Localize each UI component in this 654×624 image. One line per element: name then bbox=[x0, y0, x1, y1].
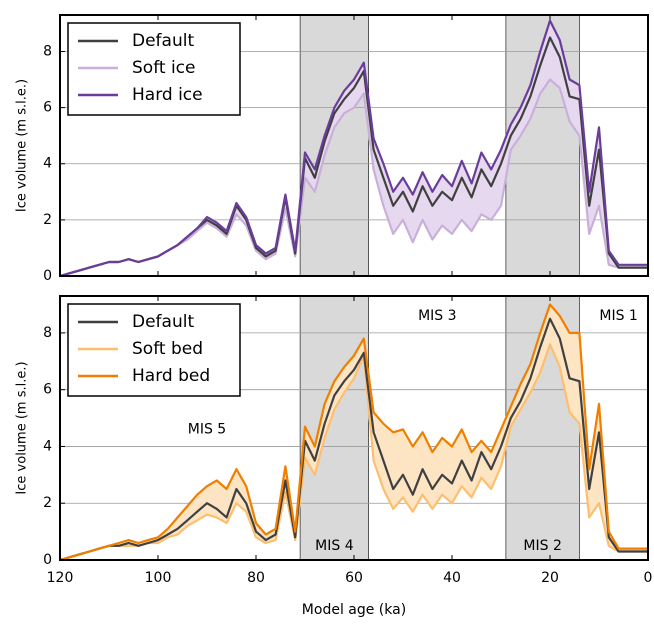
legend-label: Default bbox=[132, 312, 194, 332]
y-tick-label: 6 bbox=[43, 100, 52, 116]
plot-frame bbox=[59, 14, 649, 277]
x-axis-label: Model age (ka) bbox=[302, 602, 406, 618]
x-tick-label: 60 bbox=[345, 570, 363, 586]
y-tick-label: 8 bbox=[43, 325, 52, 341]
y-tick-label: 0 bbox=[43, 268, 52, 284]
annotation: MIS 3 bbox=[418, 308, 456, 324]
annotation: MIS 1 bbox=[599, 308, 637, 324]
y-tick-label: 2 bbox=[43, 212, 52, 228]
y-tick-label: 4 bbox=[43, 156, 52, 172]
legend-label: Hard ice bbox=[132, 85, 203, 105]
x-tick-label: 20 bbox=[541, 570, 559, 586]
y-tick-label: 4 bbox=[43, 438, 52, 454]
plot-frame bbox=[59, 295, 649, 561]
legend-label: Default bbox=[132, 31, 194, 51]
panel: 0 2 4 6 8 Ice volume (m s.l.e.) Default Soft ic… bbox=[15, 14, 649, 284]
series-line bbox=[59, 343, 648, 562]
x-tick-label: 100 bbox=[145, 570, 172, 586]
x-tick-label: 0 bbox=[644, 570, 653, 586]
shaded-band bbox=[299, 14, 370, 277]
series-line bbox=[59, 19, 648, 278]
y-tick-label: 2 bbox=[43, 495, 52, 511]
x-tick-label: 40 bbox=[443, 570, 461, 586]
legend-label: Hard bed bbox=[132, 366, 210, 386]
series-line bbox=[59, 317, 648, 562]
annotation: MIS 5 bbox=[188, 421, 226, 437]
y-tick-label: 8 bbox=[43, 43, 52, 59]
y-tick-label: 6 bbox=[43, 382, 52, 398]
x-tick-label: 120 bbox=[47, 570, 74, 586]
spread-area bbox=[60, 304, 648, 560]
x-tick-label: 80 bbox=[247, 570, 265, 586]
panel: 0 2 4 6 8 120 100 80 60 40 20 0 MIS 5 MIS 4 MIS 3 MIS 2… bbox=[15, 295, 653, 618]
series-line bbox=[59, 303, 648, 562]
y-axis-label: Ice volume (m s.l.e.) bbox=[15, 361, 30, 494]
annotation: MIS 4 bbox=[315, 538, 354, 554]
shaded-band bbox=[299, 295, 370, 561]
legend-label: Soft ice bbox=[132, 58, 195, 78]
annotation: MIS 2 bbox=[523, 538, 561, 554]
y-tick-label: 0 bbox=[43, 552, 52, 568]
y-axis-label: Ice volume (m s.l.e.) bbox=[15, 79, 30, 212]
legend-label: Soft bed bbox=[132, 339, 203, 359]
